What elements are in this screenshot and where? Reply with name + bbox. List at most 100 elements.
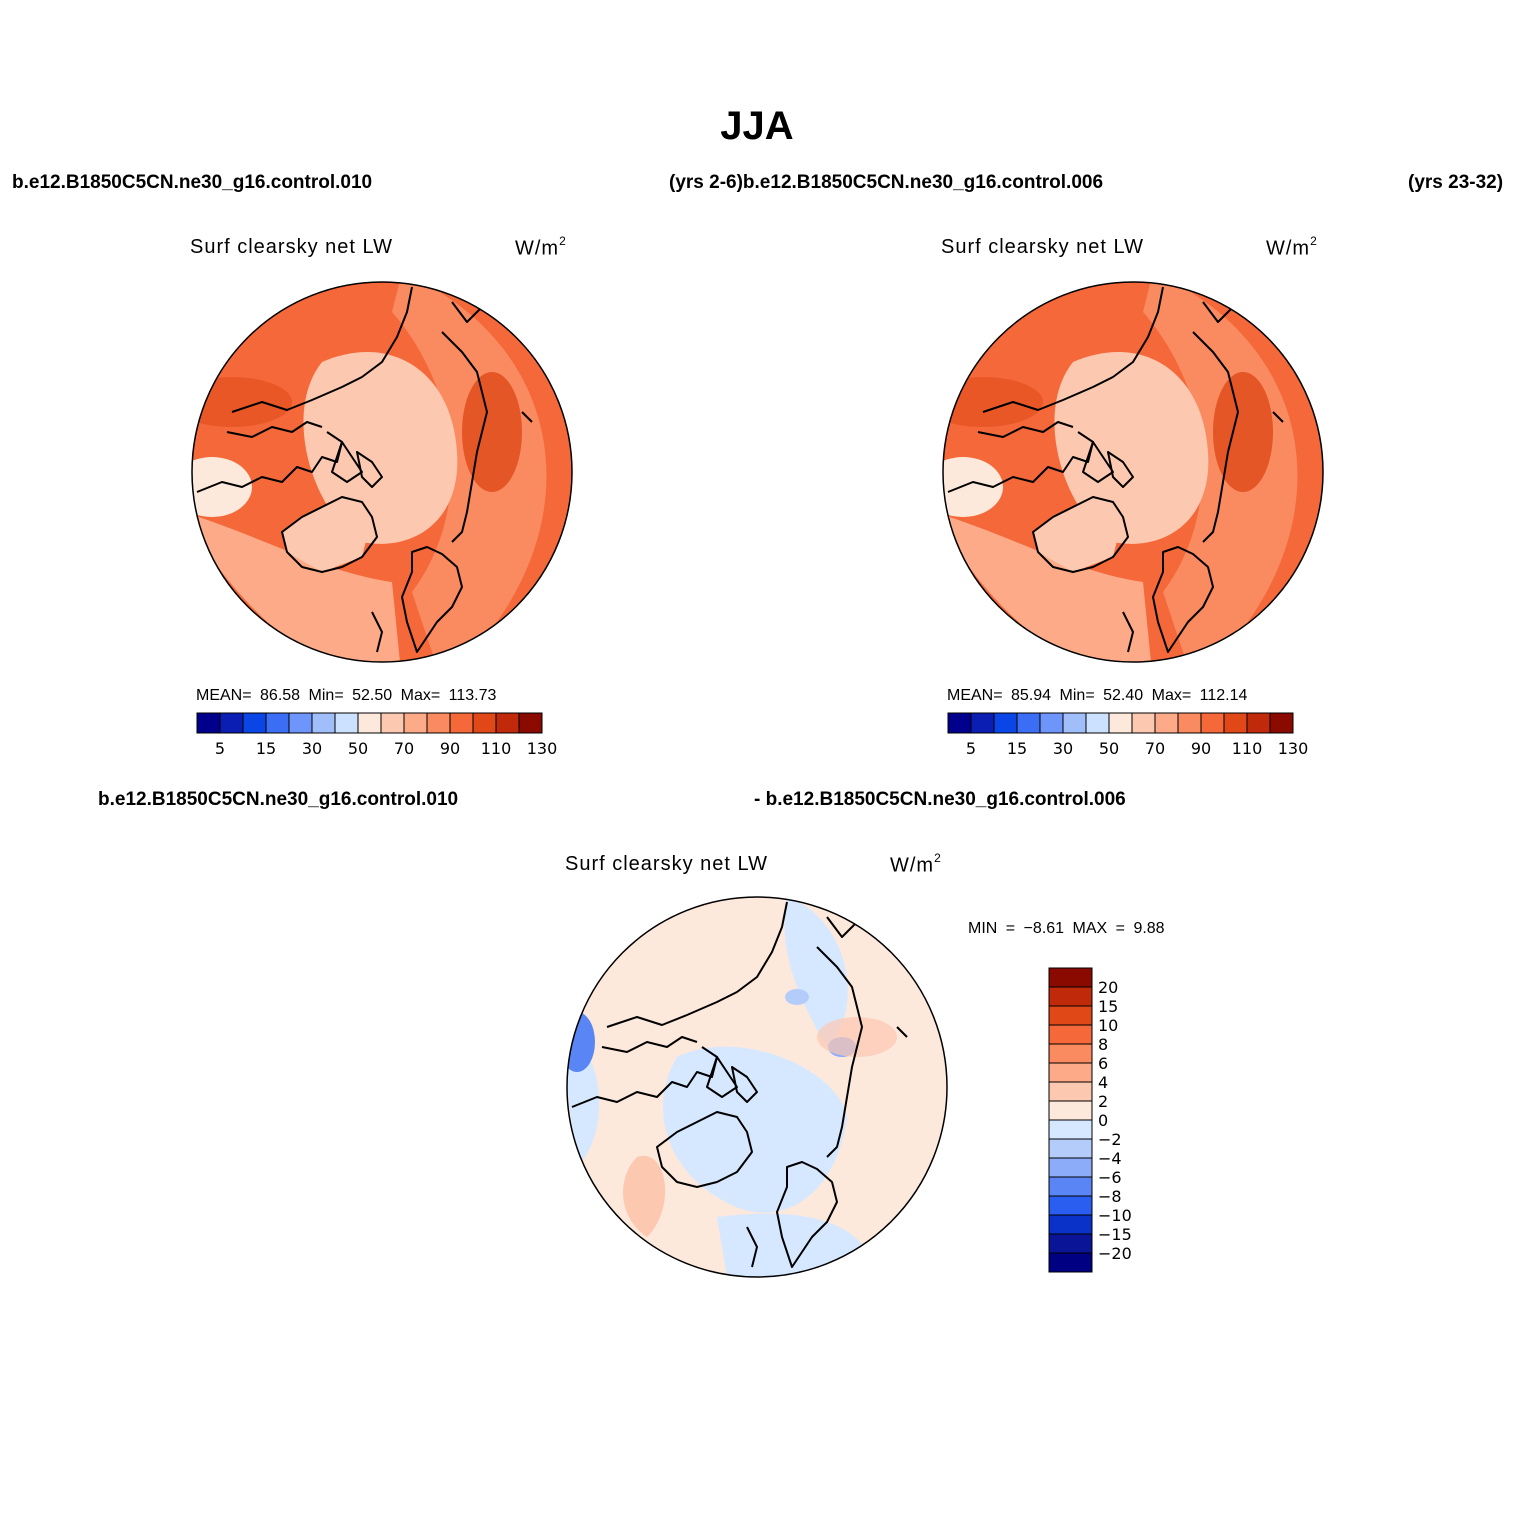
- atlantic-field: [943, 512, 1153, 662]
- coastline-3: [281, 496, 378, 573]
- colorbar-tick-label: 15: [1007, 739, 1027, 758]
- coastline-3: [656, 1111, 753, 1188]
- panel3-min-label: MIN =: [968, 920, 1016, 937]
- positive-area-2: [817, 1017, 897, 1057]
- colorbar-box: [1200, 712, 1225, 734]
- colorbar-tick-label: 110: [481, 739, 512, 758]
- colorbar-box: [1048, 1233, 1093, 1254]
- colorbar-box: [403, 712, 428, 734]
- panel1-units: W/m2: [515, 234, 567, 261]
- panel1-title: Surf clearsky net LW: [190, 236, 394, 258]
- coastline-7: [1192, 331, 1239, 543]
- panel3-units-exp: 2: [934, 851, 942, 865]
- panel2-max-label: Max=: [1151, 687, 1192, 704]
- colorbar-box: [1048, 986, 1093, 1007]
- case-a-years: (yrs 2-6)b.e12.B1850C5CN.ne30_g16.contro…: [669, 172, 1103, 194]
- coastline-0: [606, 901, 788, 1028]
- panel2-units: W/m2: [1266, 234, 1318, 261]
- colorbar-box: [1048, 1119, 1093, 1140]
- coastline-10: [521, 411, 533, 423]
- panel1-min-label: Min=: [308, 687, 344, 704]
- coastline-2: [571, 1046, 718, 1108]
- coastline-7: [816, 946, 863, 1158]
- bering-field: [462, 282, 502, 296]
- colorbar-box: [1048, 1062, 1093, 1083]
- colorbar-box: [1062, 712, 1087, 734]
- atlantic-field: [192, 512, 402, 662]
- coastline-0: [231, 286, 413, 413]
- colorbar-box: [1048, 1081, 1093, 1102]
- colorbar-tick-label: 130: [1278, 739, 1309, 758]
- panel2-min: 52.40: [1103, 687, 1144, 704]
- panel1-max: 113.73: [448, 687, 497, 704]
- panel2-max: 112.14: [1199, 687, 1248, 704]
- colorbar-box: [1048, 967, 1093, 988]
- panel1-units-text: W/m: [515, 237, 560, 260]
- negative-strong-3: [785, 989, 809, 1005]
- case-b-label: b.e12.B1850C5CN.ne30_g16.control.006: [742, 172, 1104, 193]
- colorbar-box: [426, 712, 451, 734]
- panel2-units-exp: 2: [1310, 234, 1318, 248]
- coastline-4: [1082, 441, 1114, 483]
- panel1-mean: 86.58: [260, 687, 301, 704]
- map-border: [191, 281, 573, 663]
- diff-b-label: - b.e12.B1850C5CN.ne30_g16.control.006: [754, 789, 1126, 810]
- colorbar-tick-label: −20: [1098, 1244, 1132, 1263]
- colorbar-box: [1177, 712, 1202, 734]
- arctic-basin-field: [1054, 352, 1209, 544]
- colorbar-tick-label: −2: [1098, 1130, 1122, 1149]
- colorbar-box: [1048, 1214, 1093, 1235]
- coastline-9: [1122, 611, 1134, 653]
- colorbar-box: [334, 712, 359, 734]
- colorbar-tick-label: 4: [1098, 1073, 1108, 1092]
- coastline-10: [1272, 411, 1284, 423]
- colorbar-tick-label: 5: [966, 739, 976, 758]
- coastline-5: [356, 451, 383, 488]
- panel3-max-label: MAX =: [1072, 920, 1125, 937]
- colorbar-tick-label: 10: [1098, 1016, 1118, 1035]
- bering-field: [1213, 282, 1253, 296]
- colorbar-tick-label: 6: [1098, 1054, 1108, 1073]
- case-a-years-text: (yrs 2-6): [669, 172, 743, 193]
- map-border: [942, 281, 1324, 663]
- coastline-0: [982, 286, 1164, 413]
- case-a-label: b.e12.B1850C5CN.ne30_g16.control.010: [12, 172, 373, 193]
- colorbar-box: [1269, 712, 1294, 734]
- panel3-units-text: W/m: [890, 854, 935, 877]
- positive-area-1: [623, 1155, 666, 1237]
- colorbar-tick-label: 130: [527, 739, 558, 758]
- panel3-stats: MIN = −8.61 MAX = 9.88: [968, 920, 1165, 938]
- canada-warm-field: [192, 377, 292, 427]
- colorbar-box: [970, 712, 995, 734]
- colorbar-tick-label: 2: [1098, 1092, 1108, 1111]
- panel3-title: Surf clearsky net LW: [565, 853, 769, 875]
- coastline-1: [601, 1036, 698, 1053]
- coastline-2: [196, 431, 343, 493]
- siberia-warm-field: [1213, 372, 1273, 492]
- panel1-polar-map: [191, 281, 573, 663]
- colorbar-box: [380, 712, 405, 734]
- colorbar-tick-label: −15: [1098, 1225, 1132, 1244]
- colorbar-box: [357, 712, 382, 734]
- colorbar-tick-label: 30: [1053, 739, 1073, 758]
- colorbar-box: [288, 712, 313, 734]
- colorbar-box: [1223, 712, 1248, 734]
- panel3-max: 9.88: [1133, 920, 1165, 937]
- panel2-title: Surf clearsky net LW: [941, 236, 1145, 258]
- siberia-warm-field: [462, 372, 522, 492]
- colorbar-box: [1108, 712, 1133, 734]
- case-b-years: (yrs 23-32): [1408, 172, 1504, 193]
- coastline-1: [977, 421, 1074, 438]
- colorbar-box: [265, 712, 290, 734]
- coastline-10: [896, 1026, 908, 1038]
- panel3-units: W/m2: [890, 851, 942, 878]
- map-border: [566, 896, 948, 1278]
- colorbar-tick-label: 70: [394, 739, 414, 758]
- colorbar-box: [1246, 712, 1271, 734]
- eurasia-field: [1143, 282, 1298, 662]
- negative-strong-1: [567, 1012, 595, 1072]
- coastline-3: [1032, 496, 1129, 573]
- colorbar-box: [449, 712, 474, 734]
- panel3-min: −8.61: [1023, 920, 1065, 937]
- colorbar-box: [1085, 712, 1110, 734]
